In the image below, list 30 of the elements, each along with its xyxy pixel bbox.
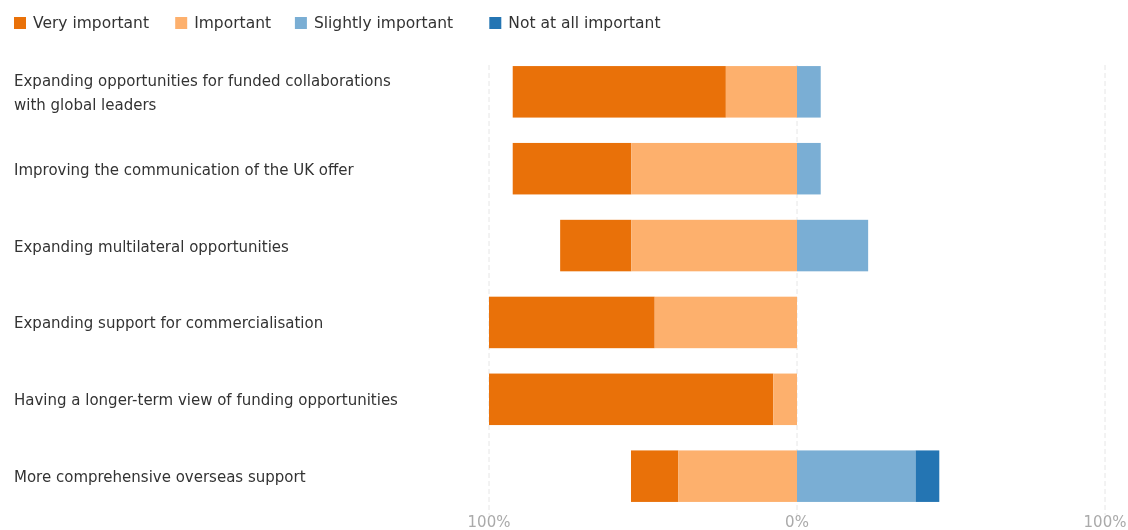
legend-label: Not at all important xyxy=(508,14,661,32)
bar xyxy=(797,142,821,195)
bar xyxy=(489,373,774,426)
y-tick-label: Improving the communication of the UK offer xyxy=(14,160,355,179)
bar xyxy=(797,450,916,502)
bar xyxy=(631,142,797,195)
bar xyxy=(654,296,797,349)
x-tick-label: 100% xyxy=(467,513,511,530)
legend-label: Important xyxy=(194,14,272,32)
y-tick-label: Expanding opportunities for funded collaborations with global leaders xyxy=(14,71,392,114)
bar xyxy=(630,450,679,502)
legend-label: Slightly important xyxy=(313,14,454,32)
y-tick-label: Having a longer-term view of funding opportunities xyxy=(14,391,399,410)
bar xyxy=(797,66,821,118)
bar xyxy=(797,219,869,272)
bar xyxy=(489,296,655,349)
x-tick-label: 100% xyxy=(1083,513,1127,530)
bar xyxy=(915,450,940,502)
bar xyxy=(725,66,797,118)
bar xyxy=(512,66,726,118)
legend-label: Very important xyxy=(33,14,149,32)
bar xyxy=(560,219,632,272)
x-tick-label: 0% xyxy=(785,513,809,530)
y-tick-label: Expanding support for commercialisation xyxy=(14,314,324,333)
y-tick-label: Expanding multilateral opportunities xyxy=(14,237,290,256)
bar xyxy=(773,373,797,426)
bar xyxy=(512,142,632,195)
y-tick-label: More comprehensive overseas support xyxy=(14,468,306,487)
bar xyxy=(631,219,797,272)
bar xyxy=(678,450,797,502)
